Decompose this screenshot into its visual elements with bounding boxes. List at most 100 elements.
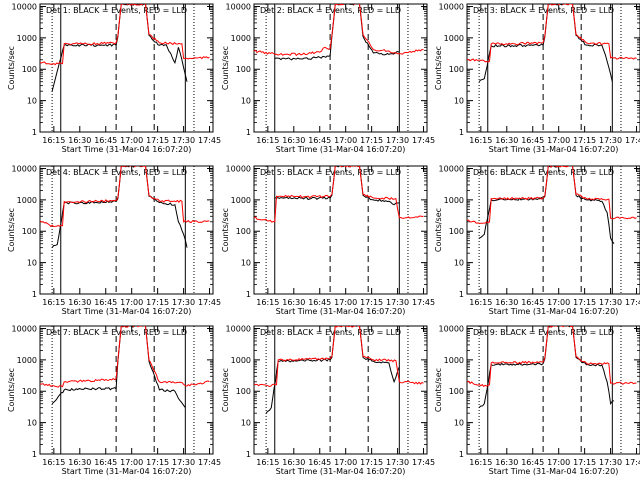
series-lld: [254, 326, 424, 388]
plot-frame: [466, 325, 640, 455]
series-lld: [467, 4, 637, 63]
x-tick-label: 17:30: [172, 458, 195, 467]
x-tick-label: 17:30: [386, 136, 409, 145]
y-tick-label: 1: [32, 450, 37, 459]
x-tick-label: 17:45: [198, 298, 221, 307]
series-events: [265, 326, 400, 414]
x-tick-label: 17:00: [334, 458, 357, 467]
x-tick-label: 16:15: [256, 298, 279, 307]
y-tick-label: 100: [22, 65, 37, 74]
plot-title: Det 4: BLACK = Events, RED = LLD: [46, 168, 187, 177]
x-tick-label: 16:15: [469, 136, 492, 145]
y-axis-label: Counts/sec: [221, 368, 230, 412]
x-tick-label: 16:45: [94, 136, 117, 145]
series-lld: [40, 4, 210, 66]
y-tick-label: 100: [236, 65, 251, 74]
y-tick-label: 1: [246, 128, 251, 137]
plot-frame: [253, 3, 428, 133]
x-tick-label: 17:45: [412, 298, 435, 307]
y-tick-label: 10000: [12, 324, 37, 333]
series-lld: [467, 166, 637, 224]
y-tick-label: 10: [27, 97, 37, 106]
x-tick-label: 16:30: [282, 136, 305, 145]
x-tick-label: 16:30: [495, 136, 518, 145]
x-tick-label: 16:15: [256, 458, 279, 467]
y-tick-label: 100: [449, 227, 464, 236]
x-axis-label: Start Time (31-Mar-04 16:07:20): [276, 307, 406, 316]
x-tick-label: 17:30: [599, 298, 622, 307]
y-tick-label: 1000: [231, 34, 251, 43]
x-tick-label: 16:45: [521, 136, 544, 145]
y-axis-label: Counts/sec: [221, 208, 230, 252]
y-tick-label: 10: [27, 259, 37, 268]
y-tick-label: 10000: [439, 324, 464, 333]
y-tick-label: 10: [454, 259, 464, 268]
y-tick-label: 10000: [439, 2, 464, 11]
x-tick-label: 16:15: [42, 458, 65, 467]
y-tick-label: 100: [449, 65, 464, 74]
y-axis-label: Counts/sec: [221, 46, 230, 90]
y-tick-label: 10000: [226, 2, 251, 11]
y-tick-label: 100: [236, 227, 251, 236]
y-tick-label: 1: [459, 128, 464, 137]
panel-det-6: Det 6: BLACK = Events, RED = LLD 1 10 100 10…: [434, 164, 640, 316]
series-events: [51, 166, 188, 248]
plot-title: Det 1: BLACK = Events, RED = LLD: [46, 6, 187, 15]
x-tick-label: 17:00: [120, 458, 143, 467]
x-tick-label: 17:30: [599, 136, 622, 145]
x-tick-label: 16:30: [495, 458, 518, 467]
x-tick-label: 17:30: [172, 298, 195, 307]
x-tick-label: 16:45: [308, 136, 331, 145]
plot-title: Det 5: BLACK = Events, RED = LLD: [260, 168, 401, 177]
y-tick-label: 10: [241, 259, 251, 268]
y-axis-label: Counts/sec: [7, 208, 16, 252]
series-events: [274, 4, 400, 61]
plot-title: Det 6: BLACK = Events, RED = LLD: [473, 168, 614, 177]
x-tick-label: 17:45: [625, 298, 640, 307]
plot-frame: [253, 165, 428, 295]
y-tick-label: 10000: [439, 164, 464, 173]
plot-frame: [39, 3, 214, 133]
x-tick-label: 17:45: [625, 136, 640, 145]
x-tick-label: 17:45: [198, 458, 221, 467]
panel-det-3: Det 3: BLACK = Events, RED = LLD 1 10 100 10…: [434, 2, 640, 154]
x-tick-label: 16:30: [68, 136, 91, 145]
series-lld: [40, 166, 210, 228]
y-tick-label: 10: [454, 97, 464, 106]
x-tick-label: 17:00: [547, 298, 570, 307]
panel-det-1: Det 1: BLACK = Events, RED = LLD 1 10 100 10…: [7, 2, 221, 154]
y-tick-label: 1: [246, 450, 251, 459]
y-tick-label: 10: [454, 419, 464, 428]
x-tick-label: 16:15: [469, 298, 492, 307]
y-tick-label: 1000: [444, 34, 464, 43]
x-tick-label: 16:45: [94, 458, 117, 467]
x-tick-label: 17:15: [573, 298, 596, 307]
panel-det-8: Det 8: BLACK = Events, RED = LLD 1 10 100 10…: [221, 324, 435, 476]
y-tick-label: 1000: [17, 196, 37, 205]
y-tick-label: 1000: [17, 34, 37, 43]
y-tick-label: 1: [459, 290, 464, 299]
x-axis-label: Start Time (31-Mar-04 16:07:20): [276, 467, 406, 476]
y-tick-label: 1000: [444, 356, 464, 365]
plot-title: Det 8: BLACK = Events, RED = LLD: [260, 328, 401, 337]
x-axis-label: Start Time (31-Mar-04 16:07:20): [489, 145, 619, 154]
x-tick-label: 17:00: [547, 136, 570, 145]
x-tick-label: 16:45: [521, 458, 544, 467]
y-tick-label: 1000: [17, 356, 37, 365]
x-tick-label: 17:15: [146, 136, 169, 145]
y-tick-label: 10: [27, 419, 37, 428]
panel-det-7: Det 7: BLACK = Events, RED = LLD 1 10 100 10…: [7, 324, 221, 476]
x-tick-label: 16:15: [256, 136, 279, 145]
x-tick-label: 16:15: [42, 136, 65, 145]
y-axis-label: Counts/sec: [434, 208, 443, 252]
series-lld: [254, 166, 424, 223]
x-tick-label: 17:45: [412, 458, 435, 467]
y-tick-label: 100: [22, 387, 37, 396]
plot-title: Det 7: BLACK = Events, RED = LLD: [46, 328, 187, 337]
x-tick-label: 17:15: [146, 458, 169, 467]
y-tick-label: 1: [246, 290, 251, 299]
y-tick-label: 10000: [226, 324, 251, 333]
series-events: [51, 326, 186, 408]
y-tick-label: 1: [32, 290, 37, 299]
